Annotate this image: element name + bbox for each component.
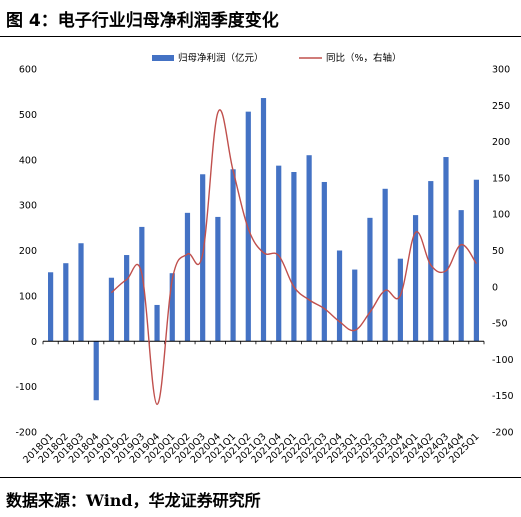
bar [200, 174, 206, 342]
figure-title: 图 4：电子行业归母净利润季度变化 [6, 11, 279, 31]
bar [397, 258, 403, 342]
bar [306, 155, 312, 342]
x-axis-labels: 2018Q12018Q22018Q32018Q42019Q12019Q22019… [21, 431, 481, 465]
left-tick-label: 500 [19, 110, 37, 121]
legend: 归母净利润（亿元） 同比（%，右轴） [152, 52, 402, 64]
bar [184, 212, 191, 342]
right-tick-label: 150 [492, 173, 510, 184]
legend-bar-label: 归母净利润（亿元） [178, 52, 264, 64]
right-tick-label: -200 [492, 428, 514, 439]
chart: 归母净利润（亿元） 同比（%，右轴） -200 -100 0 100 200 300 400 5… [15, 52, 514, 466]
bar [230, 169, 236, 342]
bar [473, 179, 479, 342]
right-tick-label: 200 [492, 137, 510, 148]
bottom-rule [0, 477, 521, 478]
bar [154, 304, 160, 342]
bar [63, 263, 69, 342]
bar [124, 255, 130, 342]
left-tick-label: 400 [19, 155, 37, 166]
bar [260, 98, 267, 342]
bar [78, 243, 84, 342]
bar [169, 273, 175, 342]
right-tick-label: -150 [492, 391, 514, 402]
right-tick-label: 50 [492, 246, 504, 257]
bar [352, 269, 358, 342]
right-tick-label: 250 [492, 101, 510, 112]
right-tick-label: 0 [492, 282, 498, 293]
bar [93, 341, 99, 401]
bar [215, 216, 221, 342]
bar [367, 217, 373, 342]
line-series [110, 109, 477, 406]
left-tick-label: 600 [19, 65, 37, 76]
bar [139, 226, 145, 342]
right-tick-label: 100 [492, 210, 510, 221]
right-axis: -200 -150 -100 -50 0 50 100 150 200 250 300 [492, 65, 514, 439]
bar [428, 181, 434, 342]
left-tick-label: -100 [15, 382, 37, 393]
top-rule [0, 36, 521, 37]
bar [321, 181, 327, 342]
left-axis: -200 -100 0 100 200 300 400 500 600 [15, 65, 37, 439]
bar [108, 277, 115, 342]
zero-line [42, 340, 485, 345]
right-tick-label: 300 [492, 65, 510, 76]
right-tick-label: -50 [492, 319, 508, 330]
bar [443, 157, 449, 342]
bar [382, 188, 388, 342]
left-tick-label: 200 [19, 246, 37, 257]
left-tick-label: 100 [19, 291, 37, 302]
bar [458, 210, 464, 342]
bar [336, 250, 343, 342]
legend-line-label: 同比（%，右轴） [326, 52, 402, 64]
figure-source: 数据来源：Wind，华龙证券研究所 [6, 491, 261, 510]
bar [276, 165, 282, 342]
bar [48, 272, 54, 342]
left-tick-label: 300 [19, 201, 37, 212]
bar [291, 172, 297, 342]
left-tick-label: 0 [31, 337, 37, 348]
left-tick-label: -200 [15, 428, 37, 439]
right-tick-label: -100 [492, 355, 514, 366]
legend-bar-swatch [152, 55, 174, 61]
yoy-line [110, 109, 477, 406]
bar [412, 215, 419, 342]
bar [245, 111, 251, 342]
bar-series [48, 98, 479, 401]
